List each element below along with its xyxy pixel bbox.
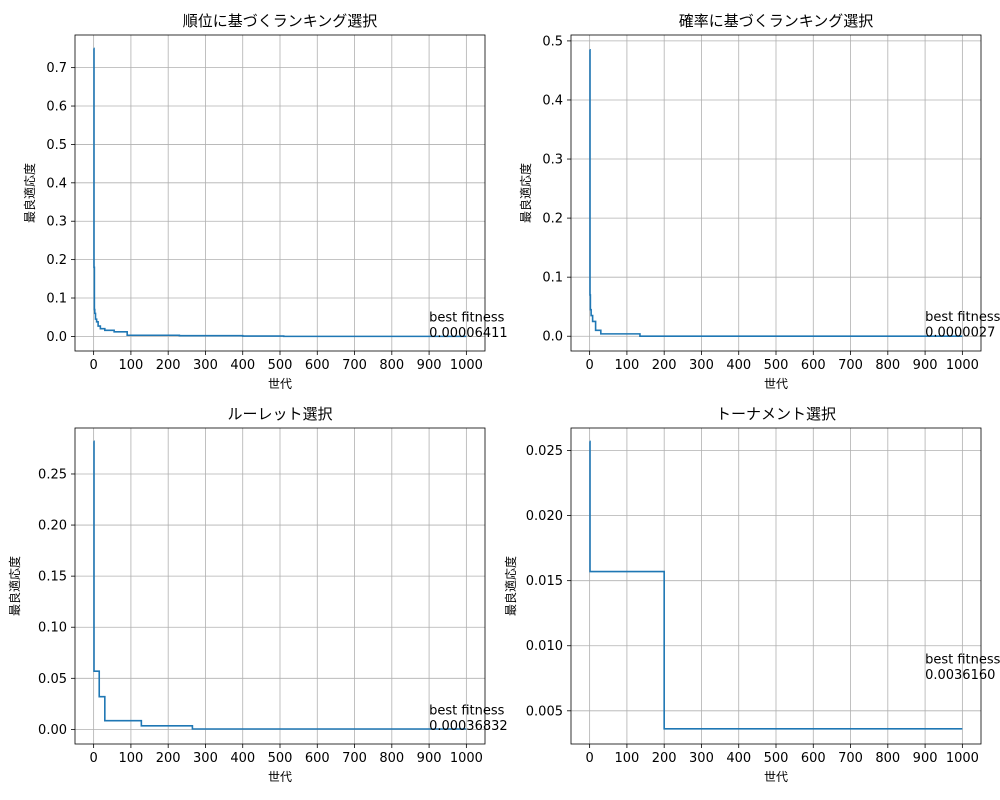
x-tick-label: 900 [417,358,442,373]
x-axis-label: 世代 [268,770,292,784]
chart-panel-3: 0 100 200 300 400 500 600 700 800 900 1000 0.00 0.05… [7,405,508,784]
x-tick-label: 1000 [946,751,979,766]
y-tick-label: 0.20 [38,519,67,534]
y-tick-label: 0.05 [38,672,67,687]
x-tick-label: 300 [689,358,714,373]
x-tick-label: 900 [913,751,938,766]
x-tick-label: 1000 [450,358,483,373]
y-tick-label: 0.15 [38,570,67,585]
y-tick-label: 0.015 [526,574,563,589]
y-tick-label: 0.7 [46,61,67,76]
chart-panel-2: 0 100 200 300 400 500 600 700 800 900 1000 0.0 0.1 0.… [518,12,1000,391]
series-line [93,47,467,338]
x-tick-label: 1000 [450,751,483,766]
x-tick-label: 700 [838,358,863,373]
y-tick-label: 0.5 [46,138,67,153]
x-tick-label: 900 [913,358,938,373]
x-tick-label: 0 [89,751,97,766]
y-tick-label: 0.025 [526,444,563,459]
x-tick-label: 600 [801,751,826,766]
x-tick-label: 800 [379,751,404,766]
best-fitness-label: best fitness [429,703,505,718]
best-fitness-value: 0.0036160 [925,668,995,683]
x-tick-label: 700 [838,751,863,766]
y-tick-label: 0.005 [526,704,563,719]
y-tick-label: 0.010 [526,639,563,654]
x-tick-label: 500 [268,358,293,373]
y-tick-label: 0.25 [38,467,67,482]
x-tick-label: 400 [230,751,255,766]
best-fitness-label: best fitness [925,310,1000,325]
y-tick-label: 0.10 [38,621,67,636]
x-tick-label: 500 [764,358,789,373]
x-tick-label: 1000 [946,358,979,373]
x-tick-label: 800 [875,751,900,766]
y-tick-label: 0.0 [542,330,563,345]
x-tick-label: 600 [305,358,330,373]
chart-title: 確率に基づくランキング選択 [679,12,874,30]
x-tick-label: 0 [89,358,97,373]
y-tick-label: 0.00 [38,723,67,738]
chart-title: トーナメント選択 [716,405,836,423]
best-fitness-label: best fitness [429,310,505,325]
chart-title: ルーレット選択 [227,405,332,423]
series-line [93,440,467,730]
x-tick-label: 200 [652,358,677,373]
y-axis-label: 最良適応度 [7,556,22,616]
x-axis-label: 世代 [268,377,292,391]
chart-panel-4: 0 100 200 300 400 500 600 700 800 900 1000 0.005 0.0… [503,405,1000,784]
x-tick-label: 500 [268,751,293,766]
series-line [589,440,963,730]
x-tick-label: 300 [689,751,714,766]
y-axis-label: 最良適応度 [518,163,533,223]
y-tick-label: 0.5 [542,34,563,49]
chart-title: 順位に基づくランキング選択 [183,12,378,30]
y-axis-label: 最良適応度 [22,163,37,223]
chart-panel-1: 0 100 200 300 400 500 600 700 800 900 1000 0.0 0.1 0.… [22,12,508,391]
x-tick-label: 100 [118,358,143,373]
y-tick-label: 0.4 [542,93,563,108]
x-tick-label: 400 [230,358,255,373]
x-tick-label: 700 [342,751,367,766]
y-tick-label: 0.6 [46,100,67,115]
x-tick-label: 100 [614,751,639,766]
x-axis-label: 世代 [764,770,788,784]
x-tick-label: 600 [305,751,330,766]
series-line [589,48,963,338]
x-tick-label: 700 [342,358,367,373]
x-tick-label: 200 [156,358,181,373]
y-tick-label: 0.2 [46,253,67,268]
x-tick-label: 200 [652,751,677,766]
x-tick-label: 300 [193,751,218,766]
x-axis-label: 世代 [764,377,788,391]
best-fitness-value: 0.00036832 [429,719,508,734]
x-tick-label: 0 [585,358,593,373]
x-tick-label: 300 [193,358,218,373]
y-tick-label: 0.020 [526,509,563,524]
x-tick-label: 500 [764,751,789,766]
x-tick-label: 600 [801,358,826,373]
y-tick-label: 0.3 [46,215,67,230]
x-tick-label: 800 [379,358,404,373]
y-axis-label: 最良適応度 [503,556,518,616]
x-tick-label: 200 [156,751,181,766]
y-tick-label: 0.4 [46,176,67,191]
x-tick-label: 0 [585,751,593,766]
best-fitness-label: best fitness [925,652,1000,667]
x-tick-label: 400 [726,751,751,766]
x-tick-label: 400 [726,358,751,373]
y-tick-label: 0.2 [542,212,563,227]
x-tick-label: 100 [614,358,639,373]
y-tick-label: 0.0 [46,330,67,345]
best-fitness-value: 0.0000027 [925,326,995,341]
x-tick-label: 900 [417,751,442,766]
y-tick-label: 0.1 [46,292,67,307]
y-tick-label: 0.1 [542,271,563,286]
x-tick-label: 800 [875,358,900,373]
best-fitness-value: 0.00006411 [429,326,508,341]
y-tick-label: 0.3 [542,153,563,168]
x-tick-label: 100 [118,751,143,766]
